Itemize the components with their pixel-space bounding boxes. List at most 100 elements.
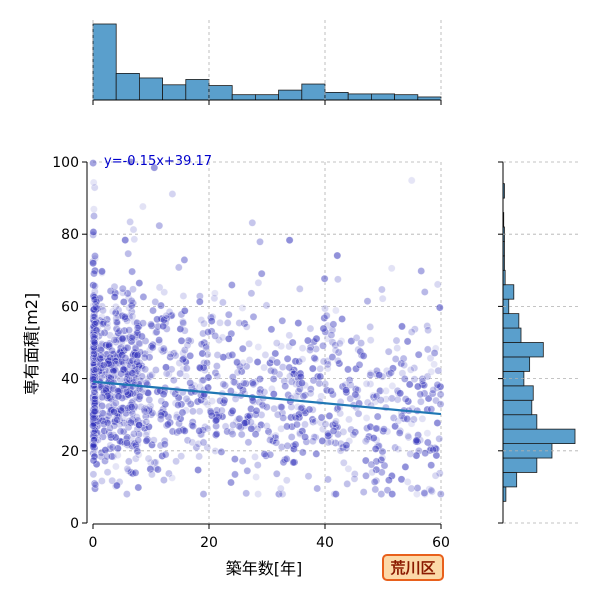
scatter-point	[403, 337, 412, 346]
scatter-point	[277, 342, 286, 351]
scatter-point	[147, 470, 156, 479]
scatter-point	[375, 371, 384, 379]
scatter-point	[111, 433, 120, 442]
scatter-point	[89, 228, 98, 236]
scatter-point	[322, 311, 331, 320]
scatter-point	[123, 490, 131, 498]
scatter-point	[359, 488, 368, 496]
scatter-point	[200, 319, 208, 328]
scatter-point	[89, 359, 98, 368]
scatter-point	[113, 481, 121, 490]
scatter-point	[125, 326, 134, 335]
scatter-point	[183, 436, 192, 445]
scatter-point	[295, 284, 304, 293]
scatter-point	[113, 451, 122, 460]
scatter-point	[287, 433, 296, 441]
scatter-point	[394, 445, 403, 454]
scatter-point	[197, 340, 206, 349]
scatter-point	[116, 375, 125, 384]
scatter-point	[119, 298, 128, 306]
scatter-point	[368, 468, 376, 477]
scatter-point	[118, 284, 127, 293]
scatter-point	[377, 285, 386, 294]
scatter-point	[311, 417, 320, 426]
scatter-point	[430, 360, 438, 369]
scatter-point	[271, 349, 280, 358]
scatter-point	[331, 490, 340, 498]
scatter-point	[123, 464, 132, 473]
scatter-point	[180, 306, 189, 315]
scatter-point	[98, 393, 107, 402]
scatter-point	[256, 375, 264, 383]
scatter-point	[351, 390, 360, 399]
scatter-point	[306, 343, 315, 352]
scatter-point	[339, 427, 348, 436]
scatter-point	[285, 236, 294, 245]
scatter-point	[90, 295, 99, 304]
scatter-point	[393, 344, 402, 352]
scatter-point	[227, 478, 235, 487]
scatter-point	[89, 470, 98, 479]
scatter-point	[238, 457, 247, 465]
scatter-point	[262, 301, 271, 310]
scatter-point	[248, 218, 257, 227]
scatter-point	[282, 476, 291, 485]
scatter-point	[176, 414, 185, 423]
x-hist-bar	[115, 73, 140, 101]
scatter-point	[388, 381, 397, 390]
scatter-point	[407, 484, 416, 493]
scatter-point	[179, 319, 188, 327]
scatter-point	[361, 456, 370, 465]
scatter-point	[106, 431, 115, 440]
scatter-point	[433, 419, 442, 427]
scatter-point	[249, 312, 258, 321]
scatter-point	[318, 436, 327, 445]
y-hist-bar	[502, 356, 531, 372]
scatter-point	[431, 471, 440, 480]
scatter-point	[257, 269, 266, 278]
y-hist-bar	[502, 414, 538, 430]
scatter-point	[157, 397, 166, 405]
scatter-point	[427, 486, 436, 495]
scatter-point	[278, 408, 287, 417]
scatter-point	[260, 363, 268, 372]
scatter-point	[278, 316, 287, 325]
scatter-point	[90, 387, 99, 396]
scatter-point	[126, 389, 135, 398]
scatter-point	[213, 372, 222, 380]
scatter-point	[410, 375, 419, 384]
scatter-point	[224, 310, 233, 319]
scatter-point	[273, 358, 281, 367]
scatter-point	[384, 476, 393, 485]
ward-badge-label: 荒川区	[390, 559, 436, 577]
scatter-point	[108, 346, 116, 355]
scatter-point	[115, 326, 124, 335]
scatter-point	[213, 351, 222, 359]
scatter-point	[245, 411, 254, 420]
scatter-point	[204, 383, 212, 392]
scatter-point	[429, 386, 438, 394]
scatter-point	[128, 267, 136, 276]
scatter-point	[103, 468, 112, 477]
scatter-point	[103, 319, 112, 328]
scatter-point	[426, 354, 435, 363]
scatter-point	[124, 423, 133, 432]
scatter-point	[195, 363, 204, 372]
scatter-point	[312, 334, 321, 343]
scatter-point	[331, 306, 340, 315]
scatter-point	[306, 324, 315, 333]
scatter-point	[194, 466, 202, 474]
scatter-point	[272, 469, 281, 478]
scatter-point	[99, 361, 108, 369]
scatter-point	[378, 447, 387, 456]
scatter-point	[229, 421, 237, 429]
scatter-point	[410, 364, 419, 372]
scatter-point	[141, 365, 150, 374]
scatter-point	[404, 397, 413, 406]
scatter-point	[212, 362, 221, 370]
scatter-point	[362, 471, 370, 480]
scatter-point	[149, 306, 157, 315]
y-tick-label: 80	[61, 227, 79, 243]
scatter-point	[122, 387, 131, 396]
scatter-point	[327, 331, 336, 339]
